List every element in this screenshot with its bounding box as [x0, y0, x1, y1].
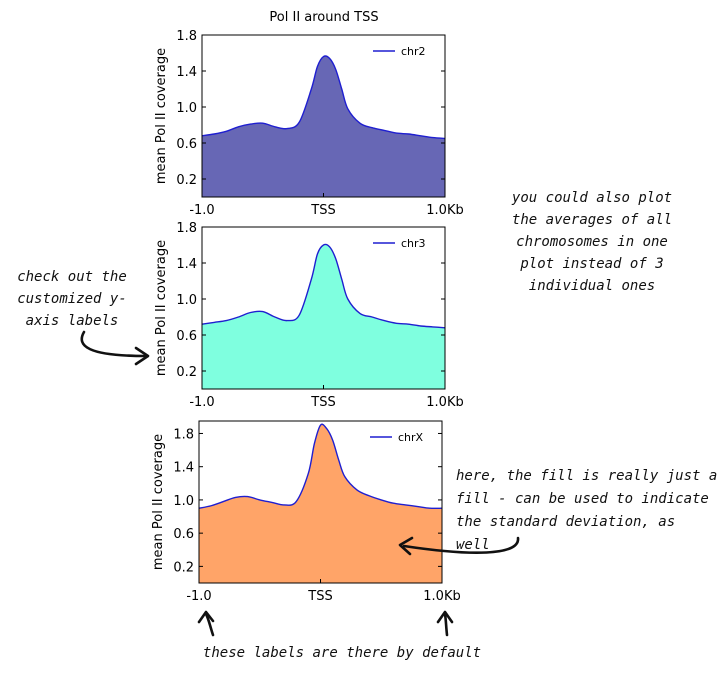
x-tick-label: 1.0Kb: [423, 589, 460, 604]
series-line-chrX: [198, 423, 443, 510]
annotation-line: fill - can be used to indicate: [456, 491, 709, 507]
x-axis: -1.0 TSS 1.0Kb: [189, 193, 464, 218]
y-tick-label: 1.8: [176, 29, 197, 44]
x-tick-label: 1.0Kb: [426, 203, 463, 218]
y-tick-label: 0.2: [176, 365, 197, 380]
legend-label: chr2: [401, 45, 426, 58]
area-fill-chr3: [202, 244, 445, 389]
arrowhead-icon: [436, 610, 454, 624]
x-tick-label: TSS: [307, 589, 332, 604]
y-tick-label: 0.6: [173, 527, 194, 542]
annotation-line: the averages of all: [512, 212, 672, 228]
series-line-chr3: [201, 243, 446, 329]
annotation-line: well: [456, 537, 490, 553]
x-tick-label: 1.0Kb: [426, 395, 463, 410]
x-tick-label: -1.0: [186, 589, 211, 604]
annotation-line: axis labels: [26, 313, 119, 329]
y-tick-label: 0.6: [176, 137, 197, 152]
y-tick-label: 0.2: [173, 560, 194, 575]
annotation-line: customized y-: [17, 291, 127, 307]
chart-panel-chr2: 0.2 0.6 1.0 1.4 1.8 -1.0 TSS 1.0Kb mean Pol II…: [154, 29, 464, 218]
chart-panel-chrX: 0.2 0.6 1.0 1.4 1.8 -1.0 TSS 1.0Kb mean Pol II…: [151, 420, 461, 604]
arrowhead-icon: [398, 536, 414, 556]
annotation-line: check out the: [17, 269, 127, 285]
x-tick-label: TSS: [310, 203, 335, 218]
area-fill-chrX: [199, 424, 442, 583]
annotation-yaxis-labels: check out the customized y- axis labels: [17, 269, 150, 366]
y-tick-label: 1.4: [176, 257, 197, 272]
y-axis: 0.2 0.6 1.0 1.4 1.8: [176, 29, 445, 188]
x-axis: -1.0 TSS 1.0Kb: [189, 385, 464, 410]
y-tick-label: 1.8: [176, 221, 197, 236]
legend-label: chr3: [401, 237, 426, 250]
annotation-line: these labels are there by default: [203, 645, 481, 661]
y-axis: 0.2 0.6 1.0 1.4 1.8: [173, 427, 442, 575]
x-tick-label: -1.0: [189, 395, 214, 410]
y-axis-label: mean Pol II coverage: [154, 240, 169, 376]
y-tick-label: 1.0: [176, 101, 197, 116]
y-tick-label: 1.8: [173, 427, 194, 442]
area-fill-chr2: [202, 55, 445, 198]
arrow-icon: [402, 536, 520, 555]
y-axis-label: mean Pol II coverage: [151, 434, 166, 570]
legend: chrX: [370, 431, 424, 444]
arrow-icon: [443, 612, 449, 637]
annotation-fill-note: here, the fill is really just a fill - c…: [398, 468, 717, 556]
x-axis: -1.0 TSS 1.0Kb: [186, 579, 461, 604]
y-tick-label: 1.0: [173, 494, 194, 509]
legend: chr2: [373, 45, 426, 58]
chart-panel-chr3: 0.2 0.6 1.0 1.4 1.8 -1.0 TSS 1.0Kb mean Pol II…: [154, 221, 464, 410]
arrowhead-icon: [197, 610, 215, 624]
figure-title: Pol II around TSS: [269, 10, 378, 25]
y-tick-label: 1.4: [176, 65, 197, 80]
annotation-line: individual ones: [529, 278, 655, 294]
annotation-line: chromosomes in one: [516, 234, 668, 250]
annotation-line: here, the fill is really just a: [456, 468, 717, 484]
arrowhead-icon: [134, 346, 150, 366]
legend-label: chrX: [398, 431, 424, 444]
annotation-multi-chromosome: you could also plot the averages of all …: [511, 190, 672, 294]
annotation-line: the standard deviation, as: [456, 514, 675, 530]
annotation-line: you could also plot: [511, 190, 672, 206]
y-tick-label: 0.6: [176, 329, 197, 344]
annotation-line: plot instead of 3: [519, 256, 663, 272]
y-tick-label: 1.4: [173, 461, 194, 476]
legend: chr3: [373, 237, 426, 250]
x-tick-label: TSS: [310, 395, 335, 410]
arrow-icon: [80, 330, 148, 358]
x-tick-label: -1.0: [189, 203, 214, 218]
y-tick-label: 0.2: [176, 173, 197, 188]
series-line-chr2: [201, 55, 446, 140]
y-axis: 0.2 0.6 1.0 1.4 1.8: [176, 221, 445, 380]
y-axis-label: mean Pol II coverage: [154, 48, 169, 184]
annotation-default-labels: these labels are there by default: [197, 610, 481, 661]
y-tick-label: 1.0: [176, 293, 197, 308]
arrow-icon: [204, 612, 215, 637]
